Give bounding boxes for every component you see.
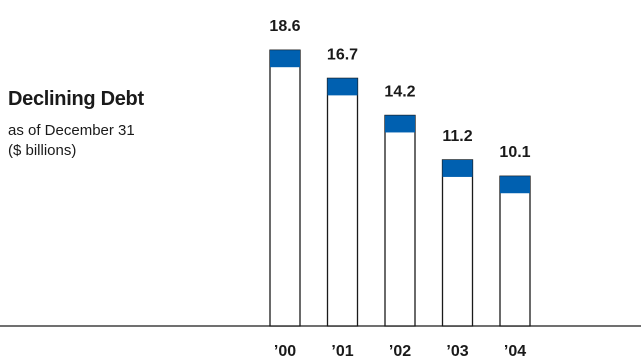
- bar-cap: [500, 176, 530, 194]
- x-tick-label: ’00: [274, 343, 296, 360]
- data-label: 16.7: [327, 46, 358, 63]
- data-label: 14.2: [384, 83, 415, 100]
- chart-subtitle-line-1: as of December 31: [8, 122, 135, 139]
- bar: [499, 175, 531, 327]
- bar: [269, 49, 301, 327]
- bar-cap: [327, 78, 358, 96]
- bar-cap: [270, 50, 300, 68]
- x-tick-label: ’01: [331, 343, 353, 360]
- x-tick-label: ’03: [446, 343, 468, 360]
- bar-cap: [385, 115, 415, 133]
- data-label: 18.6: [269, 18, 300, 35]
- bar: [441, 159, 474, 327]
- x-tick-label: ’02: [389, 343, 411, 360]
- chart-title: Declining Debt: [8, 88, 144, 110]
- x-tick-label: ’04: [504, 343, 526, 360]
- bar: [326, 77, 359, 327]
- chart-subtitle-line-2: ($ billions): [8, 142, 77, 159]
- data-label: 11.2: [442, 128, 472, 145]
- data-label: 10.1: [499, 144, 530, 161]
- chart-title-block: Declining Debt as of December 31 ($ bill…: [8, 88, 144, 161]
- bar-cap: [442, 159, 473, 177]
- bar: [384, 114, 416, 327]
